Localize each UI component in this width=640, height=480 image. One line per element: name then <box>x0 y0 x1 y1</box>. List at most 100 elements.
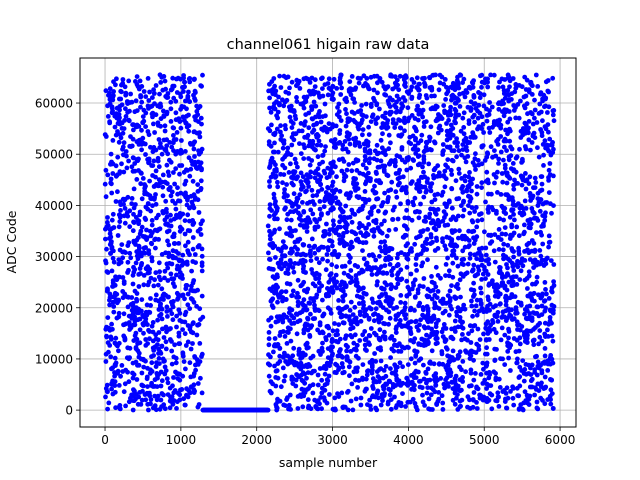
data-point <box>280 162 285 168</box>
data-point <box>113 163 119 169</box>
data-point <box>409 386 414 392</box>
data-point <box>314 292 320 298</box>
data-point <box>499 325 505 331</box>
data-point <box>141 314 147 320</box>
data-point <box>310 193 316 199</box>
data-point <box>451 357 456 363</box>
data-point <box>137 390 143 395</box>
data-point <box>104 269 110 274</box>
data-point <box>505 349 511 354</box>
data-point <box>513 169 519 175</box>
data-point <box>426 396 432 402</box>
data-point <box>418 251 424 257</box>
data-point <box>123 149 129 154</box>
data-point <box>306 173 312 179</box>
data-point <box>519 182 525 188</box>
data-point <box>278 261 284 266</box>
data-point <box>379 145 385 151</box>
data-point <box>491 248 497 254</box>
data-point <box>549 391 555 396</box>
data-point <box>307 363 313 369</box>
data-point <box>452 140 458 145</box>
data-point <box>453 178 459 184</box>
data-point <box>362 189 368 194</box>
data-point <box>280 253 285 258</box>
data-point <box>532 135 538 141</box>
data-point <box>435 289 441 294</box>
data-point <box>478 285 483 291</box>
data-point <box>296 346 302 352</box>
data-point <box>265 126 271 131</box>
data-point <box>411 158 416 163</box>
data-point <box>416 358 422 363</box>
data-point <box>474 312 480 318</box>
data-point <box>150 149 156 155</box>
data-point <box>377 106 382 112</box>
data-point <box>361 73 367 79</box>
data-point <box>421 276 427 281</box>
data-point <box>398 125 404 131</box>
data-point <box>507 214 513 220</box>
data-point <box>276 94 281 100</box>
data-point <box>502 332 508 338</box>
data-point <box>300 302 306 308</box>
data-point <box>551 304 557 309</box>
data-point <box>111 259 117 265</box>
data-point <box>359 267 365 273</box>
data-point <box>441 81 447 87</box>
data-point <box>462 94 468 100</box>
data-point <box>421 218 427 224</box>
data-point <box>163 325 169 331</box>
data-point <box>511 268 517 273</box>
data-point <box>362 342 368 348</box>
data-point <box>449 172 455 177</box>
data-point <box>309 158 315 163</box>
data-point <box>164 329 169 335</box>
data-point <box>522 389 528 395</box>
data-point <box>435 130 441 136</box>
data-point <box>538 295 544 301</box>
data-point <box>291 315 297 321</box>
data-point <box>397 360 403 366</box>
data-point <box>317 199 323 204</box>
data-point <box>470 397 476 402</box>
data-point <box>344 355 350 360</box>
data-point <box>374 369 380 374</box>
data-point <box>347 317 352 323</box>
data-point <box>509 195 515 201</box>
data-point <box>424 293 430 299</box>
data-point <box>333 195 339 201</box>
data-point <box>103 88 109 94</box>
data-point <box>371 87 377 93</box>
data-point <box>378 137 384 143</box>
data-point <box>310 88 316 94</box>
data-point <box>422 84 428 89</box>
data-point <box>499 283 504 288</box>
data-point <box>413 262 419 267</box>
data-point <box>313 404 319 410</box>
data-point <box>336 252 342 257</box>
data-point <box>394 99 399 105</box>
data-point <box>434 118 440 123</box>
data-point <box>291 269 297 275</box>
data-point <box>420 312 425 318</box>
data-point <box>522 198 528 204</box>
data-point <box>402 159 408 165</box>
data-point <box>199 121 204 127</box>
data-point <box>344 167 350 173</box>
data-point <box>540 118 545 124</box>
data-point <box>287 114 293 120</box>
data-point <box>287 250 293 256</box>
data-point <box>117 403 123 408</box>
data-point <box>271 191 277 197</box>
data-point <box>538 91 543 97</box>
data-point <box>265 361 271 367</box>
data-point <box>382 239 387 245</box>
data-point <box>379 292 385 297</box>
data-point <box>152 403 158 409</box>
data-point <box>113 360 119 366</box>
data-point <box>417 92 423 98</box>
data-point <box>149 354 154 359</box>
data-point <box>424 188 429 193</box>
data-point <box>316 260 322 266</box>
